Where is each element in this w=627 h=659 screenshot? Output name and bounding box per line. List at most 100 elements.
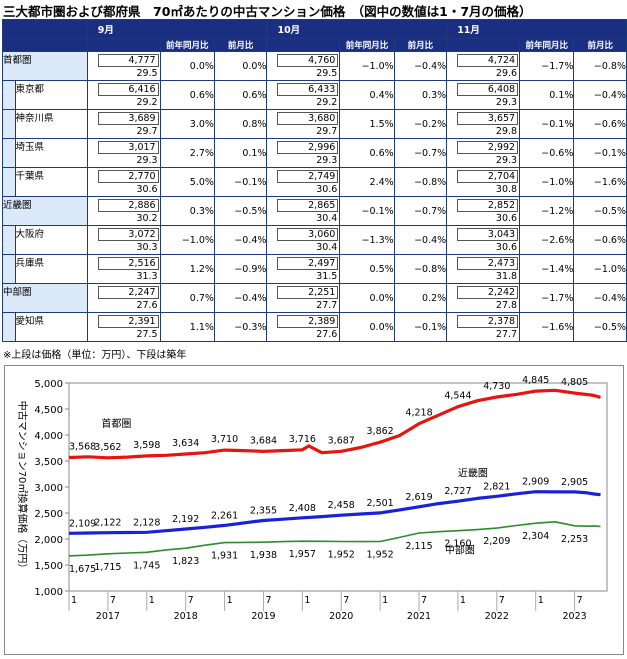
price-cell: 6,433 29.2 (266, 80, 341, 110)
mom-value: −0.1% (573, 138, 627, 168)
yoy-subheader: 前年同月比 (339, 38, 395, 52)
month-header: 9月 (86, 19, 268, 39)
price-table: 9月 10月 11月 前年同月比 前月比 前年同月比 前月比 前年同月比 前月比 首都圏 4,777… (2, 19, 627, 342)
data-label: 1,675 (69, 564, 96, 575)
yoy-value: −0.6% (519, 138, 575, 168)
price-value: 2,473 (457, 257, 519, 270)
price-value: 2,749 (277, 170, 339, 183)
x-month-label: 7 (188, 595, 194, 606)
price-cell: 2,992 29.3 (446, 138, 521, 168)
data-label: 2,821 (483, 481, 510, 492)
x-year-label: 2023 (562, 611, 586, 622)
header-corner (2, 19, 88, 39)
data-label: 3,684 (250, 435, 277, 446)
series-name-label: 首都圏 (101, 417, 131, 430)
yoy-value: −1.0% (159, 225, 215, 255)
indent-cell (2, 167, 16, 197)
x-month-label: 7 (577, 595, 583, 606)
indent-cell (2, 254, 16, 284)
data-label: 2,192 (172, 514, 199, 525)
table-row: 大阪府 3,072 30.3 −1.0% −0.4% 3,060 30.4 −1.3% −0.4… (2, 225, 627, 255)
data-label: 4,218 (405, 408, 432, 419)
price-cell: 2,770 30.6 (86, 167, 161, 197)
mom-value: −1.0% (573, 254, 627, 284)
mom-value: −0.2% (393, 109, 448, 139)
price-subheader (266, 38, 341, 52)
mom-value: −0.6% (573, 225, 627, 255)
yoy-value: 1.2% (159, 254, 215, 284)
mom-value: −0.8% (393, 254, 448, 284)
indent-cell (2, 312, 16, 342)
month-header: 11月 (446, 19, 627, 39)
mom-value: 0.6% (213, 80, 268, 110)
mom-value: −0.5% (213, 196, 268, 226)
price-cell: 2,378 27.7 (446, 312, 521, 342)
data-label: 2,109 (69, 518, 96, 529)
price-value: 3,060 (277, 228, 339, 241)
price-value: 4,724 (457, 54, 519, 67)
series-line (68, 388, 601, 460)
series-name-label: 中部圏 (445, 544, 475, 557)
x-year-label: 2021 (407, 611, 431, 622)
building-age-value: 29.5 (136, 68, 158, 79)
data-label: 4,805 (561, 377, 588, 388)
x-month-label: 1 (382, 595, 388, 606)
mom-value: −0.1% (213, 167, 268, 197)
y-tick-label: 1,000 (34, 587, 63, 598)
y-tick-label: 1,500 (34, 561, 63, 572)
data-label: 2,261 (211, 510, 238, 521)
yoy-value: 2.7% (159, 138, 215, 168)
x-month-label: 1 (538, 595, 544, 606)
region-name: 首都圏 (2, 51, 88, 81)
yoy-value: 0.0% (339, 312, 395, 342)
building-age-value: 27.6 (316, 329, 338, 340)
yoy-value: 0.1% (519, 80, 575, 110)
x-month-label: 7 (110, 595, 116, 606)
x-year-label: 2018 (174, 611, 198, 622)
price-cell: 2,242 27.8 (446, 283, 521, 313)
price-cell: 3,072 30.3 (86, 225, 161, 255)
indent-cell (2, 225, 16, 255)
building-age-value: 30.3 (136, 242, 158, 253)
mom-value: −0.4% (213, 283, 268, 313)
data-label: 2,501 (367, 498, 394, 509)
building-age-value: 29.3 (136, 155, 158, 166)
data-label: 1,715 (94, 562, 121, 573)
yoy-value: 2.4% (339, 167, 395, 197)
data-label: 2,253 (561, 534, 588, 545)
data-label: 3,598 (133, 440, 160, 451)
yoy-value: 0.7% (159, 283, 215, 313)
x-month-label: 1 (71, 595, 77, 606)
price-cell: 3,060 30.4 (266, 225, 341, 255)
price-value: 3,017 (97, 141, 159, 154)
data-label: 1,745 (133, 560, 160, 571)
mom-value: −0.7% (393, 196, 448, 226)
region-name: 近畿圏 (2, 196, 88, 226)
price-value: 2,852 (457, 199, 519, 212)
price-value: 6,433 (277, 83, 339, 96)
table-row: 兵庫県 2,516 31.3 1.2% −0.9% 2,497 31.5 0.5% −0.8% 2… (2, 254, 627, 284)
price-cell: 2,391 27.5 (86, 312, 161, 342)
building-age-value: 30.6 (136, 184, 158, 195)
price-cell: 3,680 29.7 (266, 109, 341, 139)
yoy-value: 0.5% (339, 254, 395, 284)
mom-value: −0.4% (213, 225, 268, 255)
data-label: 2,304 (522, 531, 549, 542)
building-age-value: 27.8 (495, 300, 518, 311)
y-axis-title: 中古マンション70㎡換算価格（万円） (16, 401, 29, 574)
data-label: 2,619 (405, 492, 432, 503)
price-cell: 2,247 27.6 (86, 283, 161, 313)
price-value: 3,689 (97, 112, 159, 125)
yoy-value: 0.4% (339, 80, 395, 110)
building-age-value: 30.8 (495, 184, 518, 195)
page-title: 三大都市圏および都府県 70㎡あたりの中古マンション価格 （図中の数値は1・7月… (3, 4, 532, 19)
price-value: 2,865 (277, 199, 339, 212)
price-value: 2,391 (97, 315, 159, 328)
mom-value: −0.5% (573, 196, 627, 226)
header-corner-sub (2, 38, 88, 52)
price-cell: 3,043 30.6 (446, 225, 521, 255)
building-age-value: 29.8 (495, 126, 518, 137)
yoy-value: 1.5% (339, 109, 395, 139)
data-label: 2,727 (444, 486, 471, 497)
building-age-value: 30.4 (316, 213, 338, 224)
